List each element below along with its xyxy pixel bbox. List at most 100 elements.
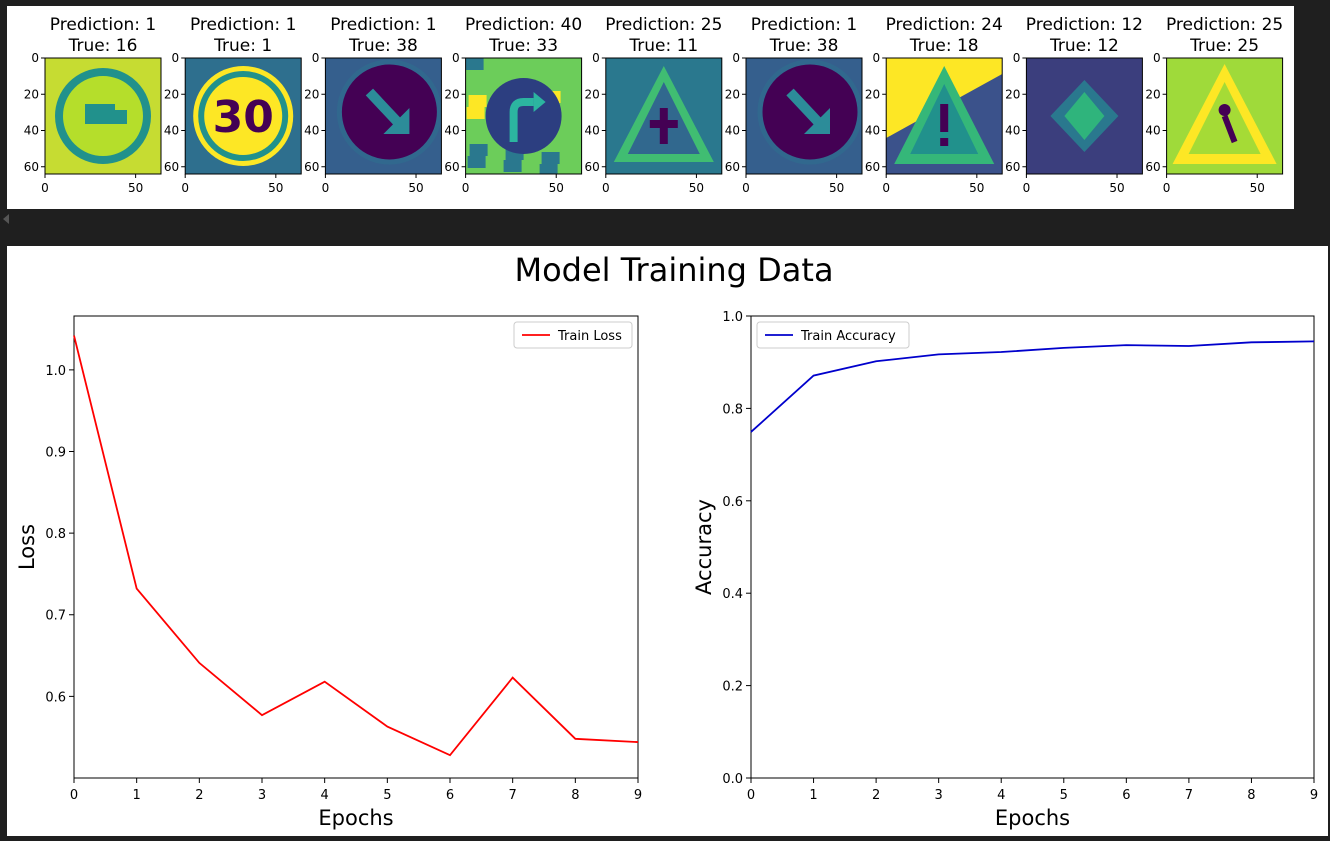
sample-y-tick-label: 40 [725,124,740,138]
sign-ring [336,59,442,165]
sign-ring [55,68,151,164]
sample-y-tick-label: 40 [585,124,600,138]
sample-prediction-label: Prediction: 1 [330,15,436,35]
sample-y-tick-label: 20 [865,87,880,101]
sample-image-keep-right-sign [746,58,862,174]
x-tick-label: 2 [195,788,203,803]
exclamation-dot-icon [940,138,949,146]
sample-image-keep-right-sign [325,58,442,174]
x-axis-label: Epochs [318,806,393,830]
sample-true-label: True: 12 [1049,36,1119,56]
sample-y-tick-label: 40 [304,124,319,138]
x-tick-label: 4 [997,788,1005,803]
sample-y-tick-label: 60 [725,160,740,174]
sample-y-tick-label: 0 [172,51,180,65]
training-curves-panel: Model Training Data 0 1 2 3 4 5 6 7 8 9 0.6 0.7 0.8 0… [7,246,1328,836]
sample-image-general-caution-sign [886,58,1003,174]
noise-patch [469,144,488,156]
sample-prediction-label: Prediction: 40 [465,15,582,35]
sample-y-tick-label: 60 [304,160,319,174]
sample-image-road-work-sign [1166,58,1283,174]
series-line [73,335,639,757]
sample-prediction-label: Prediction: 1 [190,15,296,35]
sign-ring [757,59,862,165]
plot-area [73,315,639,779]
collapse-output-icon[interactable] [3,214,9,224]
sample-y-tick-label: 60 [1145,160,1160,174]
y-tick-label: 0.4 [722,587,743,602]
sample-y-tick-label: 60 [865,160,880,174]
sample-image-speed-limit-30-sign: 30 [185,58,302,174]
sample-true-label: True: 38 [348,36,418,56]
sample-x-tick-label: 0 [882,181,890,195]
x-tick-label: 8 [571,788,579,803]
noise-patch [503,160,522,172]
sample-image-frame [605,57,723,175]
sample-y-tick-label: 0 [1013,51,1021,65]
sample-x-tick-label: 0 [181,181,189,195]
sample-image-frame [1025,57,1143,175]
sample-y-tick-label: 40 [1005,124,1020,138]
sample-prediction-label: Prediction: 12 [1026,15,1143,35]
sample-prediction-label: Prediction: 25 [605,15,722,35]
sample-x-tick-label: 50 [969,181,984,195]
noise-patch [468,95,487,107]
sample-y-tick-label: 60 [24,160,39,174]
noise-patch [465,58,484,70]
plot-area [750,315,1315,779]
sample-image-no-trucks-sign [45,58,161,174]
arrow-head-icon [804,108,830,134]
sample-image-frame [1166,57,1284,175]
sample-image-right-of-way-sign [605,58,722,174]
sample-y-tick-label: 40 [1145,124,1160,138]
legend-label: Train Accuracy [800,329,896,344]
x-tick-label: 4 [321,788,329,803]
noise-patch [467,156,486,168]
training-curves-figure: Model Training Data 0 1 2 3 4 5 6 7 8 90.60.70.80… [15,251,1318,830]
y-axis-label: Accuracy [692,499,716,595]
y-tick-label: 0.6 [722,495,743,510]
sample-predictions-panel: Prediction: 1 True: 16 0 50 0 20 40 60 Predictio… [7,6,1294,209]
sample-image-frame [184,57,302,175]
y-tick-label: 0.8 [45,527,66,542]
y-tick-label: 1.0 [722,310,743,325]
sample-prediction-label: Prediction: 1 [751,15,857,35]
sample-x-tick-label: 0 [742,181,750,195]
legend-box [513,321,633,349]
legend-label: Train Loss [557,329,622,344]
x-tick-label: 9 [634,788,642,803]
sample-y-tick-label: 0 [1153,51,1161,65]
sample-y-tick-label: 20 [1145,87,1160,101]
sample-y-tick-label: 40 [164,124,179,138]
y-tick-label: 0.2 [722,680,743,695]
x-tick-label: 7 [509,788,517,803]
sample-image-frame [44,57,162,175]
sample-image-priority-road-sign [1026,58,1143,174]
x-tick-label: 0 [70,788,78,803]
sample-y-tick-label: 0 [873,51,881,65]
y-tick-label: 0.0 [722,772,743,787]
sample-x-tick-label: 50 [829,181,844,195]
accuracy-chart: 0 1 2 3 4 5 6 7 8 9 0.0 0.2 0.4 0.6 0.8 1.0 Epochs Accura… [692,310,1318,830]
sample-x-tick-label: 0 [1023,181,1031,195]
x-tick-label: 1 [809,788,817,803]
x-tick-label: 5 [1060,788,1068,803]
sample-prediction-label: Prediction: 1 [50,15,156,35]
sample-image-frame [324,57,442,175]
sample-x-tick-label: 50 [128,181,143,195]
sample-y-tick-label: 0 [452,51,460,65]
sample-y-tick-label: 0 [31,51,39,65]
arrow-head-icon [383,108,410,134]
figure-title: Model Training Data [514,251,833,289]
sign-ring [198,71,289,161]
x-axis-label: Epochs [995,806,1070,830]
x-tick-label: 8 [1247,788,1255,803]
worker-body-icon [1221,114,1238,144]
sample-true-label: True: 33 [488,36,558,56]
series-line [750,340,1315,433]
sample-y-tick-label: 60 [164,160,179,174]
worker-head-icon [1218,104,1231,116]
sample-y-tick-label: 0 [592,51,600,65]
sample-y-tick-label: 20 [304,87,319,101]
